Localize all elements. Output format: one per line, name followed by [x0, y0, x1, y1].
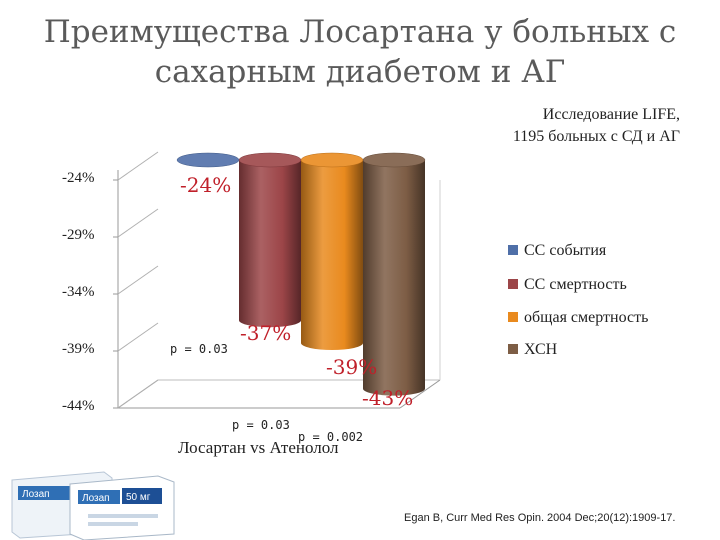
drug-pack-front: Лозап 50 мг — [69, 475, 175, 540]
legend-item-2: общая смертность — [508, 309, 648, 327]
bar-top-1 — [238, 152, 302, 168]
bar-2 — [300, 152, 364, 350]
legend-swatch-1 — [508, 279, 518, 289]
legend-swatch-0 — [508, 245, 518, 255]
pack-dose-label: 50 мг — [126, 492, 151, 503]
legend-item-1: СС смертность — [508, 276, 627, 294]
bar-top-0 — [176, 152, 240, 168]
y-tick-label-1: -29% — [62, 227, 95, 243]
floor-line-right — [399, 379, 441, 409]
data-label-0: -24% — [180, 173, 231, 197]
x-axis-label: Лосартан vs Атенолол — [178, 438, 339, 457]
bar-body-1 — [239, 160, 301, 328]
bar-3 — [362, 152, 426, 396]
study-line-1: Исследование LIFE, — [542, 106, 680, 123]
data-label-3: -43% — [362, 386, 413, 410]
study-info: Исследование LIFE, 1195 больных с СД и А… — [513, 104, 680, 148]
y-tick-label-3: -39% — [62, 341, 95, 357]
gridline-4 — [117, 379, 159, 409]
y-tick-label-2: -34% — [62, 284, 95, 300]
pack-label-1: Лозап — [22, 489, 50, 500]
citation: Egan B, Curr Med Res Opin. 2004 Dec;20(1… — [404, 512, 676, 524]
bar-top-2 — [300, 152, 364, 168]
legend-item-0: СС события — [508, 242, 606, 260]
bar-body-2 — [301, 160, 363, 350]
data-label-1: -37% — [240, 321, 291, 345]
y-tick-label-4: -44% — [62, 398, 95, 414]
p-value-2: p = 0.03 — [232, 418, 290, 432]
legend-label-1: СС смертность — [524, 276, 627, 293]
legend-label-3: ХСН — [524, 341, 558, 358]
chart-data-labels: -24% -37% -39% -43% — [180, 173, 413, 410]
title-text: Преимущества Лосартана у больных с сахар… — [43, 14, 677, 90]
legend-label-0: СС события — [524, 242, 607, 259]
chart-bars — [176, 152, 426, 396]
pack-label-2: Лозап — [82, 493, 110, 504]
legend-swatch-2 — [508, 312, 518, 322]
legend-label-2: общая смертность — [524, 309, 649, 326]
data-label-2: -39% — [326, 355, 377, 379]
bar-1 — [238, 152, 302, 328]
drug-packs-image: Лозап Лозап 50 мг — [11, 471, 175, 540]
p-value-3: p = 0.002 — [298, 430, 364, 444]
y-tick-label-0: -24% — [62, 170, 95, 186]
study-line-2: 1195 больных с СД и АГ — [512, 128, 680, 145]
legend-item-3: ХСН — [508, 341, 557, 359]
gridline-0 — [117, 151, 159, 181]
bar-top-3 — [362, 152, 426, 168]
gridline-1 — [117, 208, 159, 238]
legend-swatch-3 — [508, 344, 518, 354]
chart-axis — [113, 151, 441, 409]
page-title: Преимущества Лосартана у больных с сахар… — [0, 12, 720, 92]
gridline-3 — [117, 322, 159, 352]
gridline-2 — [117, 265, 159, 295]
bar-0 — [176, 152, 240, 168]
p-value-1: p = 0.03 — [170, 342, 228, 356]
bar-body-3 — [363, 160, 425, 396]
